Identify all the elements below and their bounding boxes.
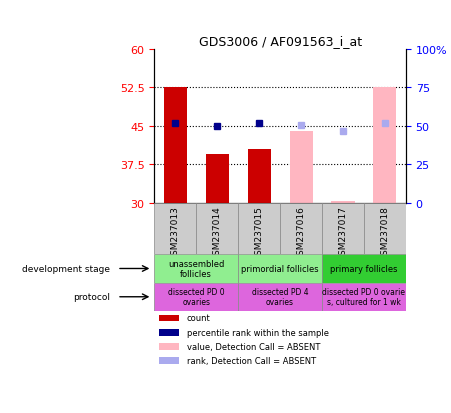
Bar <box>159 329 179 336</box>
Bar <box>248 150 271 204</box>
Bar <box>290 132 313 204</box>
Bar <box>154 283 238 311</box>
Text: unassembled
follicles: unassembled follicles <box>168 259 225 278</box>
Text: GSM237017: GSM237017 <box>339 206 347 261</box>
Bar <box>322 283 406 311</box>
Bar <box>206 155 229 204</box>
Text: GSM237016: GSM237016 <box>297 206 305 261</box>
Text: development stage: development stage <box>22 264 110 273</box>
Text: dissected PD 0
ovaries: dissected PD 0 ovaries <box>168 287 225 307</box>
Text: GSM237014: GSM237014 <box>213 206 221 261</box>
Text: GSM237015: GSM237015 <box>255 206 263 261</box>
Text: count: count <box>187 314 211 323</box>
Bar <box>196 204 238 255</box>
Bar <box>238 255 322 283</box>
Bar <box>322 255 406 283</box>
Bar <box>159 343 179 350</box>
Bar <box>154 204 196 255</box>
Text: protocol: protocol <box>73 292 110 301</box>
Text: value, Detection Call = ABSENT: value, Detection Call = ABSENT <box>187 342 320 351</box>
Text: rank, Detection Call = ABSENT: rank, Detection Call = ABSENT <box>187 356 316 365</box>
Bar <box>164 88 187 204</box>
Text: GSM237013: GSM237013 <box>171 206 179 261</box>
Bar <box>280 204 322 255</box>
Bar <box>331 202 354 204</box>
Bar <box>159 315 179 322</box>
Bar <box>364 204 406 255</box>
Bar <box>159 357 179 364</box>
Text: GSM237018: GSM237018 <box>381 206 389 261</box>
Text: dissected PD 0 ovarie
s, cultured for 1 wk: dissected PD 0 ovarie s, cultured for 1 … <box>322 287 405 307</box>
Text: percentile rank within the sample: percentile rank within the sample <box>187 328 329 337</box>
Bar <box>238 204 280 255</box>
Title: GDS3006 / AF091563_i_at: GDS3006 / AF091563_i_at <box>198 36 362 48</box>
Bar <box>373 88 396 204</box>
Bar <box>238 283 322 311</box>
Text: dissected PD 4
ovaries: dissected PD 4 ovaries <box>252 287 308 307</box>
Text: primordial follicles: primordial follicles <box>241 264 319 273</box>
Text: primary follicles: primary follicles <box>330 264 398 273</box>
Bar <box>322 204 364 255</box>
Bar <box>154 255 238 283</box>
